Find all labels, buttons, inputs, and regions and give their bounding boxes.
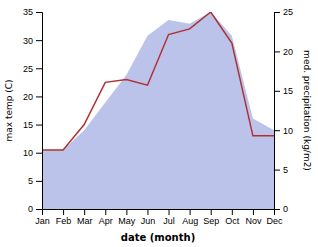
tick-label: Jan [35,216,50,226]
x-axis: Jan Feb Mar Apr May Jun Jul Aug Sep Oct Nov Dec [35,209,283,226]
y-axis: 0 5 10 15 20 25 30 35 [23,7,43,214]
tick-label: Aug [182,216,198,226]
tick: 25 [23,64,42,74]
tick-label: 0 [28,204,33,214]
tick-mark [274,12,280,13]
tick-mark [126,209,127,215]
tick-mark [274,130,280,131]
tick-mark [36,125,42,126]
tick-label: 10 [23,148,33,158]
y2-axis: 0 5 10 15 20 25 [274,7,293,214]
tick: Feb [56,209,72,226]
tick-mark [190,209,191,215]
tick: 35 [23,7,42,17]
tick: 10 [23,148,42,158]
tick: 10 [274,126,293,136]
tick: 5 [274,165,288,175]
tick-label: 15 [23,120,33,130]
tick-label: Sep [203,216,219,226]
marks [42,12,274,209]
tick-mark [274,209,280,210]
tick: Jun [141,209,156,226]
tick-label: Jul [163,216,175,226]
tick: Apr [99,209,113,226]
tick-label: 20 [283,47,293,57]
tick-mark [36,209,42,210]
tick-label: 5 [28,176,33,186]
tick: 20 [274,47,293,57]
axis-line [43,210,275,216]
tick-label: 30 [23,36,33,46]
tick: 0 [28,204,42,214]
precip-area [42,12,274,209]
tick: 20 [23,92,42,102]
axis-line [36,13,43,210]
tick-label: Dec [266,216,283,226]
tick: May [118,209,136,226]
tick: Mar [77,209,93,226]
tick-label: 0 [283,204,288,214]
tick: Oct [225,209,240,226]
tick-label: 15 [283,86,293,96]
tick: 30 [23,36,42,46]
tick-label: Nov [245,216,262,226]
tick-label: 20 [23,92,33,102]
tick: 25 [274,7,293,17]
tick-label: Feb [56,216,72,226]
tick: 0 [274,204,288,214]
tick-mark [274,51,280,52]
tick-mark [274,91,280,92]
tick-mark [84,209,85,215]
plot: JanFebMarAprMayJunJulAugSepOctNovDec0510… [4,7,312,243]
chart: JanFebMarAprMayJunJulAugSepOctNovDec0510… [0,0,318,247]
tick-label: 35 [23,7,33,17]
tick-label: Apr [99,216,113,226]
tick-mark [36,12,42,13]
tick-mark [211,209,212,215]
temp-line [42,12,274,150]
tick-mark [36,68,42,69]
tick-mark [253,209,254,215]
y-axis-title: max temp (C) [4,79,14,141]
tick: Sep [203,209,219,226]
axis-line [275,13,281,210]
tick: Jan [35,209,50,226]
tick-label: Mar [77,216,93,226]
tick: Dec [266,209,283,226]
tick: 5 [28,176,42,186]
tick-label: 10 [283,126,293,136]
tick: Nov [245,209,262,226]
tick-label: 5 [283,165,288,175]
tick-label: Oct [225,216,240,226]
tick-mark [105,209,106,215]
tick-label: 25 [283,7,293,17]
tick-mark [169,209,170,215]
tick: 15 [274,86,293,96]
tick-mark [274,170,280,171]
tick-mark [147,209,148,215]
y2-axis-title: med. precipitation (kg/m2) [302,50,312,171]
tick: Aug [182,209,198,226]
tick-label: 25 [23,64,33,74]
tick-label: May [118,216,136,226]
tick-label: Jun [141,216,156,226]
tick: Jul [163,209,175,226]
tick-mark [63,209,64,215]
tick-mark [36,153,42,154]
tick: 15 [23,120,42,130]
tick-mark [232,209,233,215]
tick-mark [36,96,42,97]
tick-mark [36,40,42,41]
x-axis-title: date (month) [121,232,195,243]
tick-mark [36,181,42,182]
